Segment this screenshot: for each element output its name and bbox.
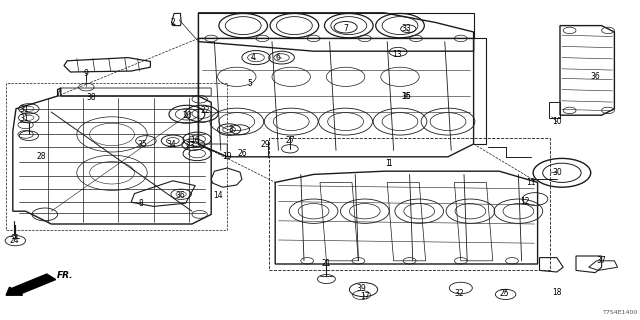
Text: 7: 7	[343, 24, 348, 33]
Text: 23: 23	[186, 141, 196, 150]
Text: 2: 2	[170, 18, 175, 27]
Text: 13: 13	[392, 50, 402, 59]
Text: 34: 34	[166, 140, 177, 149]
Text: 26: 26	[237, 149, 247, 158]
Text: T7S4E1400: T7S4E1400	[604, 310, 639, 315]
Text: 36: 36	[590, 72, 600, 81]
Text: 39: 39	[356, 284, 367, 293]
Text: 3: 3	[228, 125, 233, 134]
Text: 8: 8	[138, 199, 143, 208]
Text: 16: 16	[190, 136, 200, 145]
Text: 21: 21	[322, 260, 331, 268]
Text: 37: 37	[596, 256, 607, 265]
Text: 25: 25	[499, 289, 509, 298]
Text: 10: 10	[552, 117, 562, 126]
Text: 31: 31	[19, 105, 29, 114]
Text: 1: 1	[387, 159, 392, 168]
Text: 24: 24	[9, 236, 19, 245]
Text: 27: 27	[285, 136, 295, 145]
Text: 11: 11	[527, 178, 536, 187]
Text: 28: 28	[37, 152, 46, 161]
Text: 35: 35	[138, 140, 148, 149]
Text: 20: 20	[182, 111, 192, 120]
FancyArrow shape	[6, 274, 56, 295]
Text: 31: 31	[19, 114, 29, 123]
Text: 38: 38	[86, 93, 97, 102]
Text: 30: 30	[552, 168, 562, 177]
Text: 19: 19	[222, 152, 232, 161]
Text: 32: 32	[454, 289, 465, 298]
Text: 6: 6	[276, 53, 281, 62]
Text: 5: 5	[247, 79, 252, 88]
Bar	[269, 138, 550, 270]
Text: 12: 12	[520, 197, 529, 206]
Text: 33: 33	[401, 24, 412, 33]
Text: 9: 9	[84, 69, 89, 78]
Text: 4: 4	[250, 53, 255, 62]
Text: 22: 22	[200, 106, 209, 115]
Text: 1: 1	[385, 159, 390, 168]
Text: 18: 18	[552, 288, 561, 297]
Text: 17: 17	[360, 292, 370, 301]
Text: 36: 36	[175, 191, 186, 200]
Text: 36: 36	[401, 92, 412, 100]
Text: 29: 29	[260, 140, 271, 149]
Bar	[6, 83, 227, 230]
Text: FR.: FR.	[56, 271, 73, 280]
Text: 15: 15	[401, 92, 412, 100]
Text: 14: 14	[212, 191, 223, 200]
